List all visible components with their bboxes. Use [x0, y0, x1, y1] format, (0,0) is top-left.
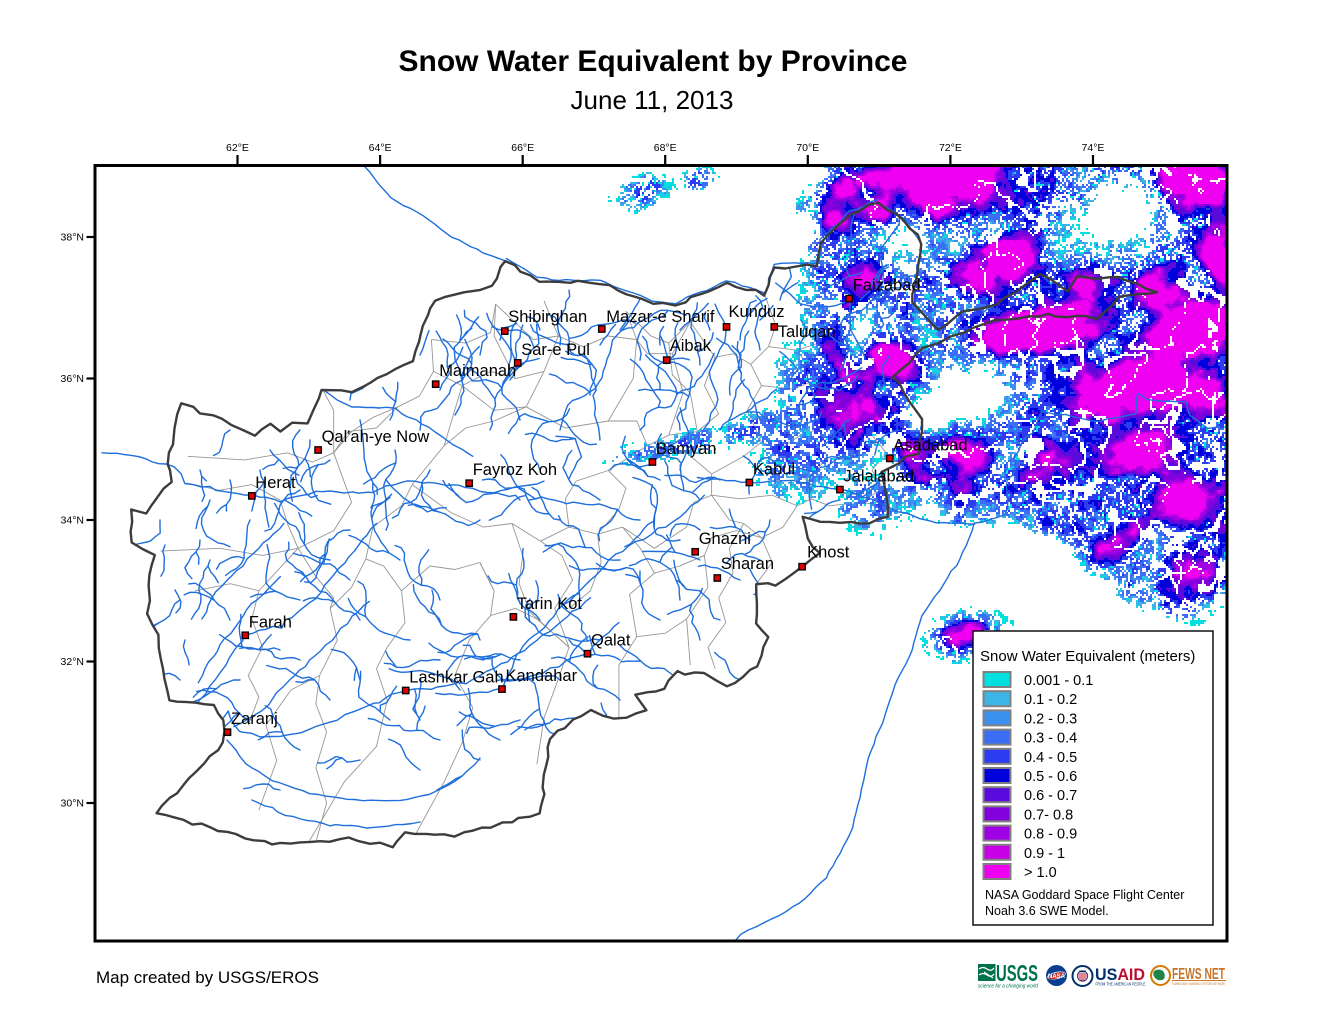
svg-text:Qal'ah-ye Now: Qal'ah-ye Now [322, 428, 430, 446]
svg-text:0.1 - 0.2: 0.1 - 0.2 [1024, 692, 1077, 708]
svg-text:32°N: 32°N [61, 656, 84, 668]
svg-text:Bamyan: Bamyan [656, 440, 717, 458]
svg-text:Snow Water Equivalent (meters): Snow Water Equivalent (meters) [980, 648, 1195, 665]
svg-text:Zaranj: Zaranj [231, 710, 278, 728]
svg-text:0.6 - 0.7: 0.6 - 0.7 [1024, 788, 1077, 804]
svg-text:Farah: Farah [249, 613, 292, 631]
svg-text:70°E: 70°E [796, 142, 819, 154]
svg-text:0.7- 0.8: 0.7- 0.8 [1024, 807, 1073, 823]
svg-text:0.2 - 0.3: 0.2 - 0.3 [1024, 711, 1077, 727]
svg-text:Herat: Herat [255, 474, 296, 492]
svg-text:Snow Water Equivalent by Provi: Snow Water Equivalent by Province [398, 45, 907, 78]
svg-text:0.9 - 1: 0.9 - 1 [1024, 846, 1065, 862]
svg-text:Kabul: Kabul [753, 461, 795, 479]
svg-text:Aibak: Aibak [670, 337, 712, 355]
svg-text:NASA: NASA [1048, 974, 1066, 980]
svg-text:Maimanah: Maimanah [439, 362, 516, 380]
svg-text:Fayroz Koh: Fayroz Koh [473, 461, 557, 479]
svg-text:0.4 - 0.5: 0.4 - 0.5 [1024, 750, 1077, 766]
svg-text:Faizabad: Faizabad [853, 277, 921, 295]
svg-text:FEWS NET: FEWS NET [1172, 966, 1225, 983]
svg-text:Mazar-e Sharif: Mazar-e Sharif [606, 308, 715, 326]
svg-text:USAID: USAID [1095, 965, 1145, 984]
svg-text:66°E: 66°E [511, 142, 534, 154]
svg-text:science for a changing world: science for a changing world [978, 984, 1039, 990]
svg-text:Asadabad: Asadabad [893, 436, 967, 454]
svg-text:Kandahar: Kandahar [506, 667, 578, 685]
svg-text:Khost: Khost [807, 544, 850, 562]
svg-text:72°E: 72°E [939, 142, 962, 154]
svg-text:Taluqan: Taluqan [778, 323, 836, 341]
svg-text:64°E: 64°E [369, 142, 392, 154]
svg-text:34°N: 34°N [61, 515, 84, 527]
svg-text:USGS: USGS [996, 960, 1038, 986]
svg-text:Sar-e Pul: Sar-e Pul [521, 341, 590, 359]
svg-text:38°N: 38°N [61, 232, 84, 244]
svg-text:Noah 3.6 SWE Model.: Noah 3.6 SWE Model. [985, 904, 1109, 918]
svg-text:Kunduz: Kunduz [729, 303, 785, 321]
svg-text:> 1.0: > 1.0 [1024, 865, 1057, 881]
svg-text:Tarin Kot: Tarin Kot [517, 595, 583, 613]
svg-text:Qalat: Qalat [591, 632, 631, 650]
svg-text:74°E: 74°E [1082, 142, 1105, 154]
svg-text:Map created by USGS/EROS: Map created by USGS/EROS [96, 968, 319, 987]
svg-text:68°E: 68°E [654, 142, 677, 154]
svg-text:36°N: 36°N [61, 373, 84, 385]
svg-text:0.001 - 0.1: 0.001 - 0.1 [1024, 673, 1093, 689]
svg-text:FROM THE AMERICAN PEOPLE: FROM THE AMERICAN PEOPLE [1096, 982, 1146, 987]
svg-text:Sharan: Sharan [721, 555, 774, 573]
svg-text:FAMINE EARLY WARNING SYSTEMS N: FAMINE EARLY WARNING SYSTEMS NETWORK [1172, 981, 1225, 986]
svg-text:NASA Goddard Space Flight Cent: NASA Goddard Space Flight Center [985, 888, 1184, 902]
svg-text:0.8 - 0.9: 0.8 - 0.9 [1024, 827, 1077, 843]
svg-text:Shibirghan: Shibirghan [508, 308, 587, 326]
svg-text:June 11, 2013: June 11, 2013 [571, 85, 734, 115]
svg-text:0.3 - 0.4: 0.3 - 0.4 [1024, 731, 1077, 747]
svg-text:30°N: 30°N [61, 798, 84, 810]
svg-text:Lashkar Gah: Lashkar Gah [409, 669, 503, 687]
svg-text:Jalalabad: Jalalabad [843, 468, 914, 486]
svg-text:62°E: 62°E [226, 142, 249, 154]
svg-text:0.5 - 0.6: 0.5 - 0.6 [1024, 769, 1077, 785]
svg-text:Ghazni: Ghazni [699, 530, 751, 548]
